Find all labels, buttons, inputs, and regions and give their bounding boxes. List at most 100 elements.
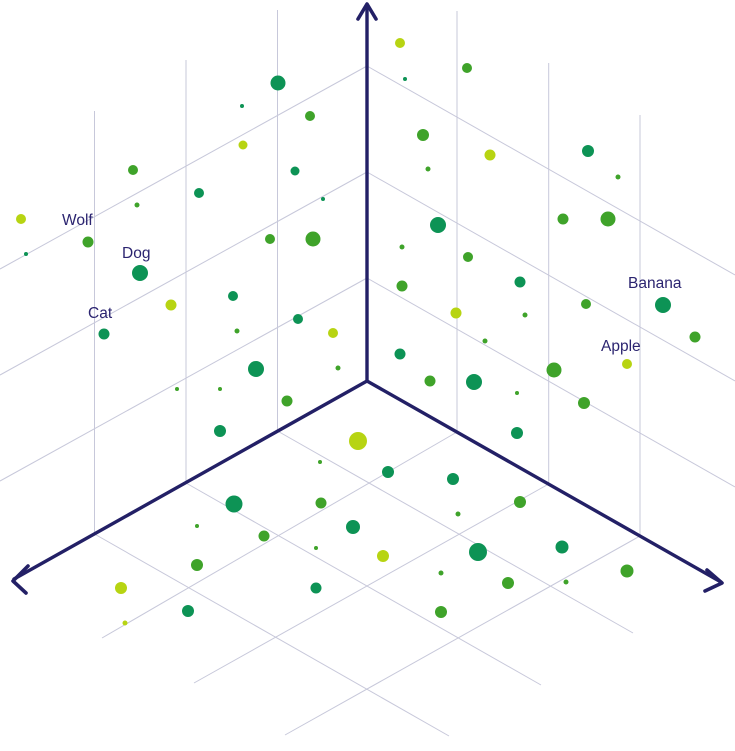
data-point[interactable] — [689, 331, 701, 343]
data-point[interactable] — [515, 391, 519, 395]
data-point[interactable] — [514, 276, 526, 288]
y-axis-arrowhead — [356, 2, 378, 21]
data-point[interactable] — [450, 307, 462, 319]
data-point[interactable] — [555, 540, 569, 554]
grid-layer — [0, 10, 735, 737]
data-point[interactable] — [191, 559, 203, 571]
grid-line — [284, 535, 641, 736]
data-point[interactable] — [655, 297, 671, 313]
data-point[interactable] — [128, 165, 138, 175]
grid-line — [277, 430, 634, 634]
data-point[interactable] — [165, 299, 177, 311]
points-layer — [16, 38, 701, 626]
point-label[interactable]: Dog — [122, 245, 150, 262]
point-label[interactable]: Wolf — [62, 212, 93, 229]
data-point[interactable] — [424, 375, 436, 387]
data-point[interactable] — [98, 328, 110, 340]
data-point[interactable] — [438, 570, 444, 576]
data-point[interactable] — [195, 524, 199, 528]
data-point[interactable] — [321, 197, 325, 201]
grid-line — [366, 277, 735, 488]
data-point[interactable] — [305, 231, 321, 247]
data-point[interactable] — [484, 149, 496, 161]
data-point[interactable] — [396, 280, 408, 292]
data-point[interactable] — [557, 213, 569, 225]
data-point[interactable] — [218, 387, 222, 391]
data-point[interactable] — [238, 140, 248, 150]
data-point[interactable] — [315, 497, 327, 509]
data-point[interactable] — [225, 495, 243, 513]
data-point[interactable] — [382, 466, 394, 478]
x-axis-left — [12, 379, 369, 581]
data-point[interactable] — [447, 473, 459, 485]
grid-line — [185, 482, 542, 686]
data-point[interactable] — [466, 374, 482, 390]
data-point[interactable] — [615, 174, 621, 180]
data-point[interactable] — [305, 111, 315, 121]
data-point[interactable] — [469, 543, 487, 561]
data-point[interactable] — [234, 328, 240, 334]
data-point[interactable] — [620, 564, 634, 578]
data-point[interactable] — [16, 214, 26, 224]
x-axis-right-arrowhead — [703, 568, 724, 593]
data-point[interactable] — [563, 579, 569, 585]
point-label[interactable]: Apple — [601, 338, 641, 355]
axes-layer — [11, 2, 724, 595]
data-point[interactable] — [214, 425, 226, 437]
data-point[interactable] — [349, 432, 367, 450]
data-point[interactable] — [622, 359, 632, 369]
data-point[interactable] — [377, 550, 389, 562]
point-label[interactable]: Banana — [628, 275, 682, 292]
data-point[interactable] — [435, 606, 447, 618]
data-point[interactable] — [346, 520, 360, 534]
data-point[interactable] — [581, 299, 591, 309]
data-point[interactable] — [265, 234, 275, 244]
data-point[interactable] — [600, 211, 616, 227]
data-point[interactable] — [318, 460, 322, 464]
data-point[interactable] — [546, 362, 562, 378]
data-point[interactable] — [463, 252, 473, 262]
data-point[interactable] — [258, 530, 270, 542]
data-point[interactable] — [182, 605, 194, 617]
data-point[interactable] — [82, 236, 94, 248]
data-point[interactable] — [24, 252, 28, 256]
data-point[interactable] — [290, 166, 300, 176]
data-point[interactable] — [122, 620, 128, 626]
data-point[interactable] — [522, 312, 528, 318]
data-point[interactable] — [582, 145, 594, 157]
data-point[interactable] — [578, 397, 590, 409]
data-point[interactable] — [403, 77, 407, 81]
x-axis-right — [365, 379, 723, 584]
grid-line — [366, 65, 735, 276]
data-point[interactable] — [511, 427, 523, 439]
data-point[interactable] — [248, 361, 264, 377]
point-label[interactable]: Cat — [88, 305, 113, 322]
data-point[interactable] — [328, 328, 338, 338]
data-point[interactable] — [115, 582, 127, 594]
data-point[interactable] — [395, 38, 405, 48]
data-point[interactable] — [425, 166, 431, 172]
data-point[interactable] — [194, 188, 204, 198]
data-point[interactable] — [462, 63, 472, 73]
data-point[interactable] — [293, 314, 303, 324]
data-point[interactable] — [417, 129, 429, 141]
data-point[interactable] — [132, 265, 148, 281]
data-point[interactable] — [482, 338, 488, 344]
grid-line — [0, 65, 368, 270]
data-point[interactable] — [430, 217, 446, 233]
data-point[interactable] — [270, 75, 286, 91]
data-point[interactable] — [134, 202, 140, 208]
data-point[interactable] — [455, 511, 461, 517]
data-point[interactable] — [399, 244, 405, 250]
data-point[interactable] — [502, 577, 514, 589]
data-point[interactable] — [314, 546, 318, 550]
data-point[interactable] — [335, 365, 341, 371]
data-point[interactable] — [310, 582, 322, 594]
data-point[interactable] — [514, 496, 526, 508]
data-point[interactable] — [240, 104, 244, 108]
data-point[interactable] — [228, 291, 238, 301]
data-point[interactable] — [394, 348, 406, 360]
data-point[interactable] — [281, 395, 293, 407]
data-point[interactable] — [175, 387, 179, 391]
